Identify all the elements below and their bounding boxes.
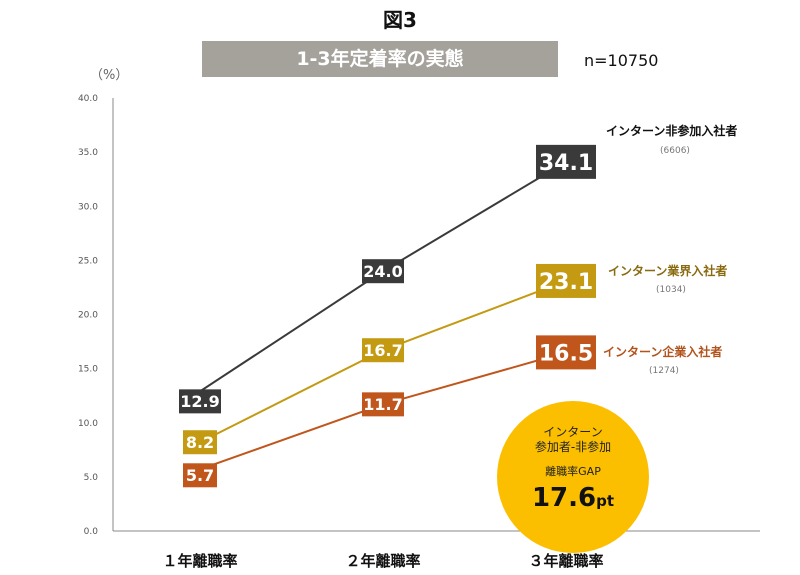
y-tick-label: 10.0 (78, 419, 98, 429)
data-label-box (536, 144, 596, 179)
data-label: 16.7 (363, 341, 402, 360)
gap-line2: 参加者-非参加 (534, 440, 612, 454)
data-label-box (362, 259, 404, 284)
figure-label: 図3 (383, 8, 417, 32)
y-tick-label: 15.0 (78, 365, 98, 375)
data-label: 34.1 (539, 151, 593, 176)
y-tick-label: 5.0 (84, 473, 99, 483)
data-label: 11.7 (363, 395, 402, 414)
data-label-box (362, 338, 404, 363)
data-label: 8.2 (186, 433, 214, 452)
y-tick-label: 30.0 (78, 202, 98, 212)
legend-label: インターン非参加入社者 (606, 124, 738, 138)
gap-number: 17.6 (531, 483, 597, 513)
gap-line1: インターン (543, 425, 603, 439)
legend-label: インターン企業入社者 (603, 345, 723, 359)
data-label: 16.5 (539, 341, 593, 366)
y-tick-label: 40.0 (78, 94, 98, 104)
x-category-label: ２年離職率 (345, 552, 420, 570)
gap-callout: インターン 参加者-非参加 離職率GAP 17.6pt (497, 401, 649, 553)
data-label-box (536, 335, 596, 370)
gap-unit: pt (596, 492, 615, 510)
gap-line3: 離職率GAP (545, 465, 601, 478)
y-axis-unit: （%） (90, 68, 129, 83)
y-tick-label: 25.0 (78, 256, 98, 266)
data-label-box (183, 430, 217, 455)
data-label: 12.9 (180, 392, 219, 411)
sample-size: n=10750 (584, 51, 659, 70)
data-label: 24.0 (363, 262, 402, 281)
legend-label: インターン業界入社者 (608, 264, 728, 278)
y-tick-label: 35.0 (78, 148, 98, 158)
chart-title-banner: 1-3年定着率の実態 (202, 41, 558, 77)
x-category-label: １年離職率 (162, 552, 237, 570)
data-label-box (536, 263, 596, 298)
data-label-box (183, 463, 217, 488)
legend-count: (1034) (656, 285, 686, 295)
y-tick-label: 20.0 (78, 311, 98, 321)
data-label: 5.7 (186, 466, 214, 485)
legend-count: (1274) (649, 366, 679, 376)
x-category-label: ３年離職率 (528, 552, 603, 570)
data-label-box (362, 392, 404, 417)
y-tick-label: 0.0 (84, 527, 99, 537)
data-label: 23.1 (539, 270, 593, 295)
data-label-box (179, 389, 221, 414)
legend-count: (6606) (660, 146, 690, 156)
gap-value: 17.6pt (497, 483, 649, 513)
